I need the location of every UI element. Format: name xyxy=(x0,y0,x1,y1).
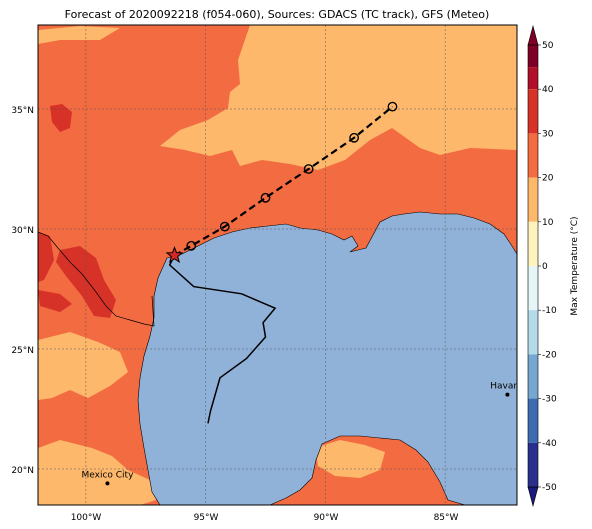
forecast-track-line xyxy=(173,105,394,257)
colorbar-band xyxy=(528,45,538,68)
colorbar-band xyxy=(528,89,538,134)
land-mild-yucatan xyxy=(315,440,385,478)
colorbar-tick-label: -50 xyxy=(542,483,557,493)
colorbar-band xyxy=(528,310,538,355)
colorbar-tick-label: -20 xyxy=(542,350,557,360)
forecast-point xyxy=(260,192,271,203)
forecast-points xyxy=(186,101,398,251)
colorbar-band xyxy=(528,354,538,399)
lon-label-90w: 90°W xyxy=(314,513,339,523)
land-hot-baja xyxy=(38,290,72,312)
lat-label-25: 25°N xyxy=(11,346,34,356)
forecast-point xyxy=(303,164,314,174)
forecast-point xyxy=(349,132,360,143)
colorbar-label: Max Temperature (°C) xyxy=(570,216,580,315)
lat-label-20: 20°N xyxy=(11,466,34,476)
land-mild-west-strip xyxy=(38,26,120,44)
colorbar-band xyxy=(528,442,538,487)
forecast-point xyxy=(387,101,398,112)
grid-lines xyxy=(38,25,517,505)
land-mild-central-mexico xyxy=(38,440,156,505)
colorbar-extend-top xyxy=(527,24,539,46)
colorbar-tick-label: 10 xyxy=(542,218,554,228)
land-mild-north xyxy=(160,25,517,170)
colorbar-extend-bottom xyxy=(527,486,539,508)
colorbar-band xyxy=(528,221,538,266)
havana-label: Havana xyxy=(490,382,524,392)
lat-label-30: 30°N xyxy=(11,226,34,236)
colorbar-tick-label: 30 xyxy=(542,129,554,139)
lat-tick-labels: 35°N 30°N 25°N 20°N xyxy=(11,106,34,476)
colorbar-band xyxy=(528,266,538,311)
colorbar-band xyxy=(528,67,538,90)
mexico-city-label: Mexico City xyxy=(81,470,134,480)
map-frame xyxy=(37,24,518,506)
forecast-point xyxy=(219,221,230,232)
forecast-point xyxy=(186,240,197,251)
borders xyxy=(38,231,155,327)
lon-label-100w: 100°W xyxy=(71,513,102,523)
land-hot-west-edge xyxy=(38,232,54,282)
map-area[interactable]: Havana Mexico City xyxy=(38,25,525,505)
colorbar-tick-label: 20 xyxy=(542,174,554,184)
havana-marker xyxy=(505,392,510,397)
colorbar-tick-label: -40 xyxy=(542,439,557,449)
map-title: Forecast of 2020092218 (f054-060), Sourc… xyxy=(65,8,490,21)
land-mild-mexico-plateau xyxy=(38,332,128,400)
past-track-line xyxy=(168,255,277,424)
colorbar-band xyxy=(528,398,538,443)
temperature-colorbar: 50 40 30 20 10 0 -10 -20 -30 -40 -50 xyxy=(527,24,557,508)
cities-layer: Havana Mexico City xyxy=(81,382,524,486)
colorbar-tick-label: -10 xyxy=(542,306,557,316)
colorbar-tick-label: -30 xyxy=(542,395,557,405)
colorbar-tick-label: 0 xyxy=(542,262,548,272)
colorbar-tick-label: 40 xyxy=(542,85,554,95)
lon-tick-labels: 100°W 95°W 90°W 85°W xyxy=(71,513,459,523)
colorbar-band xyxy=(528,177,538,222)
colorbar-band xyxy=(528,133,538,178)
lon-label-85w: 85°W xyxy=(434,513,459,523)
storm-star-icon xyxy=(165,246,184,264)
lat-label-35: 35°N xyxy=(11,106,34,116)
colorbar-tick-label: 50 xyxy=(542,41,554,51)
us-mexico-border xyxy=(38,231,155,327)
land-hot-northwest xyxy=(50,104,72,132)
lon-label-95w: 95°W xyxy=(194,513,219,523)
mexico-city-marker xyxy=(105,481,110,486)
gulf-of-mexico-ocean xyxy=(137,211,517,505)
